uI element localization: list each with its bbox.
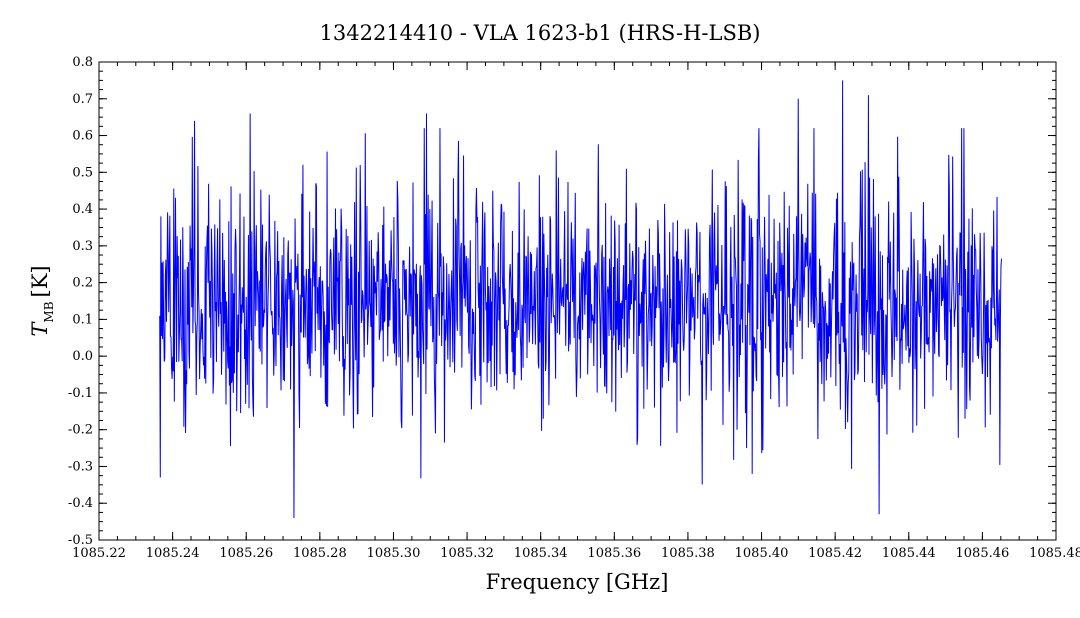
y-axis: 0.8 0.7 0.6 0.5 0.4 0.3 0.2 0.1 0.0 -0.1 -0.2 -0.3 -…	[68, 55, 1056, 548]
y-tick-label-5: 0.3	[72, 239, 93, 254]
svg-text:TMB[K]: TMB [K]	[28, 265, 56, 336]
y-tick-label-3: 0.5	[72, 165, 93, 180]
spectrum-series-line	[159, 80, 1003, 518]
x-tick-label-1: 1085.24	[146, 546, 200, 561]
x-axis-label: Frequency [GHz]	[486, 570, 669, 594]
y-tick-label-1: 0.7	[72, 92, 93, 107]
y-tick-label-10: -0.2	[68, 423, 93, 438]
x-tick-label-0: 1085.22	[72, 546, 126, 561]
y-axis-label-subscript: MB	[42, 301, 56, 322]
y-tick-label-11: -0.3	[68, 459, 93, 474]
x-tick-label-5: 1085.32	[440, 546, 494, 561]
x-tick-label-13: 1085.48	[1029, 546, 1080, 561]
x-tick-label-7: 1085.36	[587, 546, 641, 561]
y-tick-label-12: -0.4	[68, 496, 93, 511]
y-tick-label-4: 0.4	[72, 202, 93, 217]
y-axis-label-unit: [K]	[28, 265, 52, 297]
y-axis-label-symbol: T	[28, 321, 52, 337]
x-tick-label-9: 1085.40	[735, 546, 789, 561]
y-axis-label: TMB [K]	[28, 265, 56, 336]
x-tick-label-3: 1085.28	[293, 546, 347, 561]
y-tick-label-9: -0.1	[68, 386, 93, 401]
y-tick-label-2: 0.6	[72, 129, 93, 144]
x-tick-label-11: 1085.44	[882, 546, 936, 561]
x-tick-label-12: 1085.46	[956, 546, 1010, 561]
x-tick-label-4: 1085.30	[367, 546, 421, 561]
x-axis: 1085.22 1085.24 1085.26 1085.28 1085.30 1085.…	[72, 62, 1080, 561]
x-tick-label-6: 1085.34	[514, 546, 568, 561]
x-tick-label-10: 1085.42	[808, 546, 862, 561]
y-tick-label-13: -0.5	[68, 533, 93, 548]
x-tick-label-8: 1085.38	[661, 546, 715, 561]
y-tick-label-6: 0.2	[72, 276, 93, 291]
y-tick-label-0: 0.8	[72, 55, 93, 70]
x-tick-label-2: 1085.26	[219, 546, 273, 561]
y-tick-label-8: 0.0	[72, 349, 93, 364]
plot-area	[98, 61, 1057, 541]
y-tick-label-7: 0.1	[72, 312, 93, 327]
chart-title: 1342214410 - VLA 1623-b1 (HRS-H-LSB)	[320, 21, 761, 45]
